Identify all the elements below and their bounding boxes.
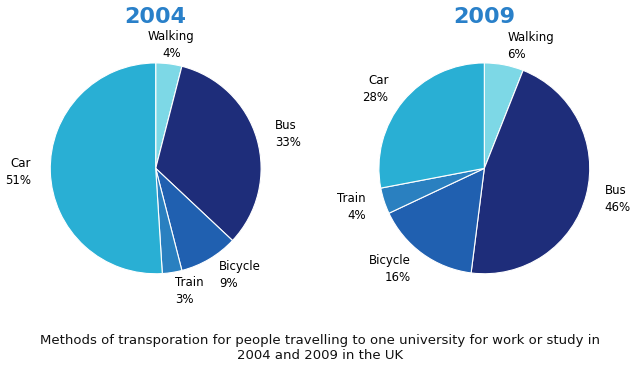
Wedge shape	[156, 66, 261, 240]
Text: Walking
6%: Walking 6%	[508, 31, 554, 61]
Wedge shape	[484, 63, 523, 168]
Title: 2009: 2009	[453, 7, 515, 27]
Wedge shape	[471, 70, 589, 274]
Text: Bicycle
9%: Bicycle 9%	[219, 261, 261, 290]
Wedge shape	[156, 168, 232, 270]
Text: Bicycle
16%: Bicycle 16%	[369, 254, 412, 284]
Wedge shape	[156, 63, 182, 168]
Wedge shape	[389, 168, 484, 273]
Text: Bus
33%: Bus 33%	[275, 119, 301, 149]
Wedge shape	[379, 63, 484, 188]
Text: Car
51%: Car 51%	[5, 157, 31, 187]
Wedge shape	[381, 168, 484, 213]
Wedge shape	[51, 63, 163, 274]
Text: Car
28%: Car 28%	[362, 74, 388, 104]
Text: Train
4%: Train 4%	[337, 192, 366, 222]
Text: Bus
46%: Bus 46%	[605, 184, 631, 214]
Title: 2004: 2004	[125, 7, 187, 27]
Text: Methods of transporation for people travelling to one university for work or stu: Methods of transporation for people trav…	[40, 334, 600, 362]
Text: Walking
4%: Walking 4%	[148, 30, 195, 60]
Text: Train
3%: Train 3%	[175, 276, 204, 306]
Wedge shape	[156, 168, 182, 273]
